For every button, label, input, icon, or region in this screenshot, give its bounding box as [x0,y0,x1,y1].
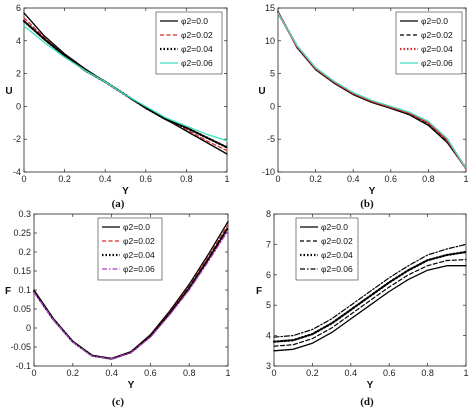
x-tick-label: 1 [224,174,229,184]
legend-entry: φ2=0.0 [321,222,348,232]
x-tick-label: 0 [275,174,280,184]
chart-panel-a: 0 0.2 0.4 0.6 0.8 1-4-20246YUφ2=0.0φ2=0.02φ2=… [5,3,229,210]
legend-box [155,11,223,75]
y-tick-label: 2 [16,69,21,79]
y-axis-label: F [5,286,11,297]
legend: φ2=0.0 φ2=0.02 φ2=0.04 φ2=0.06 [295,217,359,281]
series-line-2 [273,259,467,347]
x-tick-label: 0 [31,368,36,378]
legend-entry: φ2=0.0 [181,16,208,26]
series-line-1 [273,265,467,352]
x-tick-label: 0.6 [383,368,396,378]
legend-entry: φ2=0.06 [321,264,353,274]
legend-entry: φ2=0.02 [321,236,353,246]
y-tick-label: -0.1 [15,361,31,371]
legend-entry: φ2=0.02 [181,30,213,40]
x-axis-label: Y [122,186,129,197]
legend: φ2=0.0 φ2=0.02 φ2=0.04 φ2=0.06 [97,217,163,281]
y-axis-label: F [256,286,262,297]
x-tick-label: 0.2 [309,174,322,184]
panel-caption: (a) [112,198,125,210]
x-tick-label: 1 [463,174,468,184]
x-tick-label: 0.6 [140,174,153,184]
x-axis-label: Y [367,380,374,391]
y-tick-label: 6 [266,270,271,280]
y-tick-label: 5 [266,300,271,310]
y-tick-label: 10 [265,36,275,46]
panel-caption: (b) [360,198,374,210]
legend-box [395,11,463,75]
y-tick-label: -5 [267,134,275,144]
y-tick-label: 5 [270,69,275,79]
y-axis-label: U [258,86,265,97]
x-tick-label: 0.8 [180,174,193,184]
y-tick-label: -4 [13,167,21,177]
y-tick-label: 0.15 [13,266,31,276]
y-tick-label: 0.25 [13,228,31,238]
x-tick-label: 0.6 [385,174,398,184]
x-tick-label: 0.2 [306,368,319,378]
x-tick-label: 1 [225,368,230,378]
legend-entry: φ2=0.02 [421,30,453,40]
legend-entry: φ2=0.06 [123,264,155,274]
y-tick-label: 7 [266,239,271,249]
x-tick-label: 1 [463,368,468,378]
legend-entry: φ2=0.02 [123,236,155,246]
x-tick-label: 0.4 [345,368,358,378]
chart-panel-b: 0 0.2 0.4 0.6 0.8 1 -10 -5 0 5 10 15 Y Uφ2=0.0 φ2=0.02… [258,3,468,210]
chart-panel-d: 0 0.2 0.4 0.6 0.8 1345678YFφ2=0.0φ2=0.02φ2=0.… [256,209,469,408]
y-tick-label: 4 [266,331,271,341]
y-tick-label: 0 [16,101,21,111]
legend-entry: φ2=0.06 [181,58,213,68]
x-tick-label: 0.4 [99,174,112,184]
legend-box [97,217,163,281]
legend-box [295,217,359,281]
legend: φ2=0.0 φ2=0.02 φ2=0.04 φ2=0.06 [395,11,463,75]
x-tick-label: 0 [271,368,276,378]
y-tick-label: 0.1 [18,285,31,295]
series-line-4 [277,12,467,170]
series-line-4 [33,230,229,360]
y-tick-label: 15 [265,3,275,13]
y-tick-label: 0 [270,101,275,111]
y-tick-label: 0.2 [18,247,31,257]
series-line-4 [23,25,228,142]
legend-entry: φ2=0.04 [123,250,155,260]
legend-entry: φ2=0.0 [421,16,448,26]
chart-panel-c: 0 0.2 0.4 0.6 0.8 1 -0.1 -0.05 0 0.05 0.1 0.15 0.2 0.… [5,209,231,408]
y-tick-label: 8 [266,209,271,219]
y-tick-label: 0.05 [13,304,31,314]
x-axis-label: Y [128,380,135,391]
series-line-3 [272,250,468,343]
y-tick-label: -10 [262,167,275,177]
legend: φ2=0.0 φ2=0.02 φ2=0.04 φ2=0.06 [155,11,223,75]
legend-entry: φ2=0.04 [181,44,213,54]
y-tick-label: -2 [13,134,21,144]
x-tick-label: 0.2 [67,368,80,378]
series-line-4 [273,243,467,338]
x-tick-label: 0.8 [183,368,196,378]
y-tick-label: -0.05 [10,342,31,352]
x-axis-label: Y [369,186,376,197]
x-tick-label: 0.4 [347,174,360,184]
legend-entry: φ2=0.04 [321,250,353,260]
y-tick-label: 0.3 [18,209,31,219]
y-axis-label: U [5,86,12,97]
y-tick-label: 4 [16,36,21,46]
x-tick-label: 0.4 [105,368,118,378]
panel-caption: (d) [360,396,374,408]
x-tick-label: 0.8 [421,368,434,378]
y-tick-label: 3 [266,361,271,371]
x-tick-label: 0.2 [58,174,71,184]
x-tick-label: 0 [21,174,26,184]
legend-entry: φ2=0.0 [123,222,150,232]
y-tick-label: 0 [26,323,31,333]
x-tick-label: 0.6 [144,368,157,378]
x-tick-label: 0.8 [422,174,435,184]
legend-entry: φ2=0.06 [421,58,453,68]
legend-entry: φ2=0.04 [421,44,453,54]
y-tick-label: 6 [16,3,21,13]
panel-caption: (c) [112,396,125,408]
